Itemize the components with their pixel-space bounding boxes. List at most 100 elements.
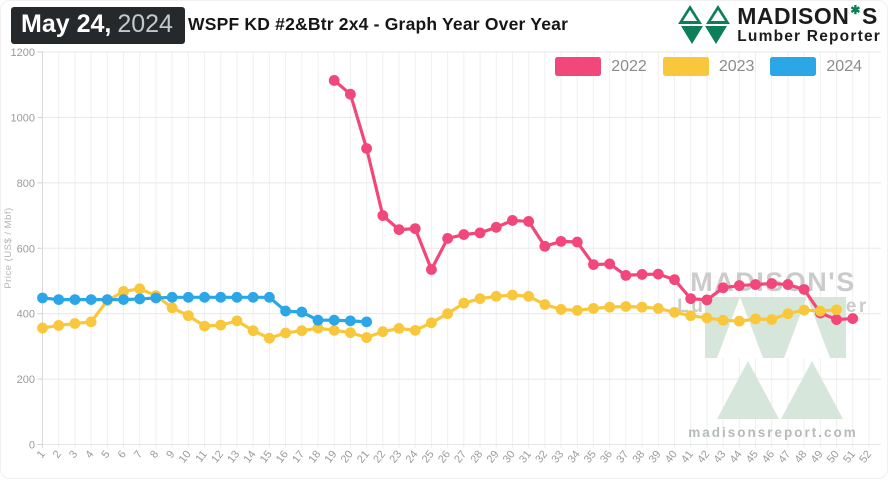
data-point-2022-w43[interactable] — [717, 282, 729, 294]
data-point-2024-w17[interactable] — [296, 306, 308, 318]
data-point-2023-w22[interactable] — [377, 326, 389, 338]
data-point-2022-w39[interactable] — [652, 268, 664, 280]
data-point-2023-w23[interactable] — [393, 322, 405, 334]
data-point-2024-w2[interactable] — [53, 294, 65, 306]
data-point-2022-w26[interactable] — [442, 233, 454, 244]
data-point-2022-w33[interactable] — [555, 235, 567, 247]
data-point-2023-w46[interactable] — [766, 314, 778, 325]
data-point-2022-w28[interactable] — [474, 227, 486, 239]
data-point-2022-w24[interactable] — [409, 223, 421, 235]
data-point-2023-w44[interactable] — [733, 315, 745, 327]
legend-item-2022[interactable]: 2022 — [555, 57, 647, 76]
data-point-2023-w3[interactable] — [69, 318, 81, 329]
data-point-2022-w21[interactable] — [361, 143, 372, 154]
data-point-2024-w21[interactable] — [361, 316, 372, 328]
data-point-2023-w37[interactable] — [620, 301, 632, 312]
data-point-2023-w28[interactable] — [474, 293, 486, 305]
data-point-2023-w16[interactable] — [280, 327, 291, 339]
data-point-2023-w38[interactable] — [636, 301, 648, 313]
data-point-2023-w15[interactable] — [263, 332, 275, 344]
data-point-2023-w40[interactable] — [669, 306, 680, 318]
data-point-2022-w48[interactable] — [798, 284, 810, 295]
data-point-2023-w30[interactable] — [507, 289, 518, 301]
data-point-2022-w37[interactable] — [620, 269, 632, 281]
data-point-2023-w34[interactable] — [571, 304, 583, 316]
data-point-2023-w33[interactable] — [555, 304, 567, 315]
data-point-2024-w8[interactable] — [150, 292, 162, 304]
data-point-2024-w13[interactable] — [231, 291, 243, 303]
data-point-2023-w29[interactable] — [490, 290, 502, 302]
data-point-2023-w45[interactable] — [750, 313, 761, 325]
data-point-2023-w41[interactable] — [685, 310, 697, 322]
data-point-2023-w10[interactable] — [182, 310, 194, 322]
data-point-2024-w1[interactable] — [37, 292, 48, 304]
data-point-2023-w49[interactable] — [814, 305, 826, 317]
data-point-2022-w50[interactable] — [831, 314, 842, 325]
data-point-2023-w32[interactable] — [539, 299, 551, 310]
data-point-2022-w20[interactable] — [344, 88, 356, 100]
data-point-2022-w45[interactable] — [750, 279, 761, 290]
data-point-2023-w20[interactable] — [344, 327, 356, 339]
data-point-2023-w39[interactable] — [652, 303, 664, 314]
data-point-2022-w41[interactable] — [685, 293, 697, 305]
data-point-2024-w10[interactable] — [182, 291, 194, 303]
data-point-2024-w9[interactable] — [166, 291, 178, 303]
data-point-2022-w35[interactable] — [588, 259, 599, 271]
data-point-2022-w29[interactable] — [490, 221, 502, 233]
data-point-2023-w24[interactable] — [409, 324, 421, 336]
data-point-2024-w14[interactable] — [247, 291, 259, 303]
data-point-2023-w19[interactable] — [328, 324, 340, 336]
data-point-2023-w9[interactable] — [166, 302, 178, 314]
data-point-2022-w47[interactable] — [782, 279, 794, 290]
data-point-2022-w51[interactable] — [847, 313, 859, 324]
data-point-2022-w44[interactable] — [733, 280, 745, 291]
data-point-2023-w1[interactable] — [37, 322, 48, 334]
data-point-2023-w25[interactable] — [426, 317, 437, 329]
data-point-2022-w23[interactable] — [393, 224, 405, 236]
data-point-2023-w7[interactable] — [134, 283, 146, 295]
data-point-2023-w26[interactable] — [442, 308, 454, 320]
data-point-2023-w21[interactable] — [361, 332, 372, 343]
data-point-2023-w17[interactable] — [296, 325, 308, 337]
data-point-2022-w42[interactable] — [701, 294, 713, 306]
data-point-2023-w2[interactable] — [53, 320, 65, 331]
data-point-2023-w18[interactable] — [312, 322, 324, 334]
data-point-2024-w19[interactable] — [328, 314, 340, 326]
data-point-2023-w4[interactable] — [85, 316, 97, 328]
data-point-2022-w38[interactable] — [636, 269, 648, 280]
data-point-2024-w7[interactable] — [134, 293, 146, 305]
data-point-2023-w35[interactable] — [588, 303, 599, 314]
data-point-2023-w12[interactable] — [215, 319, 227, 331]
data-point-2023-w43[interactable] — [717, 314, 729, 326]
data-point-2024-w12[interactable] — [215, 291, 227, 303]
data-point-2023-w50[interactable] — [831, 304, 842, 316]
data-point-2024-w11[interactable] — [199, 291, 210, 303]
data-point-2023-w11[interactable] — [199, 320, 210, 332]
data-point-2024-w5[interactable] — [101, 294, 113, 306]
data-point-2022-w30[interactable] — [507, 215, 518, 226]
data-point-2022-w34[interactable] — [571, 236, 583, 248]
data-point-2024-w18[interactable] — [312, 314, 324, 326]
data-point-2023-w27[interactable] — [458, 297, 470, 309]
data-point-2024-w20[interactable] — [344, 315, 356, 327]
data-point-2022-w46[interactable] — [766, 278, 778, 289]
data-point-2022-w22[interactable] — [377, 210, 389, 221]
data-point-2024-w3[interactable] — [69, 294, 81, 306]
data-point-2022-w32[interactable] — [539, 240, 551, 252]
legend-item-2024[interactable]: 2024 — [770, 57, 862, 76]
data-point-2024-w4[interactable] — [85, 294, 97, 306]
data-point-2023-w47[interactable] — [782, 308, 794, 320]
data-point-2023-w14[interactable] — [247, 325, 259, 337]
data-point-2024-w16[interactable] — [280, 305, 291, 317]
data-point-2023-w6[interactable] — [118, 286, 129, 297]
data-point-2022-w36[interactable] — [604, 258, 616, 270]
data-point-2022-w40[interactable] — [669, 274, 680, 286]
data-point-2022-w19[interactable] — [328, 75, 340, 86]
data-point-2022-w31[interactable] — [523, 216, 535, 227]
data-point-2023-w31[interactable] — [523, 290, 535, 302]
data-point-2022-w27[interactable] — [458, 229, 470, 240]
data-point-2024-w6[interactable] — [118, 294, 129, 306]
legend-item-2023[interactable]: 2023 — [662, 57, 754, 76]
data-point-2023-w13[interactable] — [231, 315, 243, 327]
data-point-2024-w15[interactable] — [263, 291, 275, 303]
